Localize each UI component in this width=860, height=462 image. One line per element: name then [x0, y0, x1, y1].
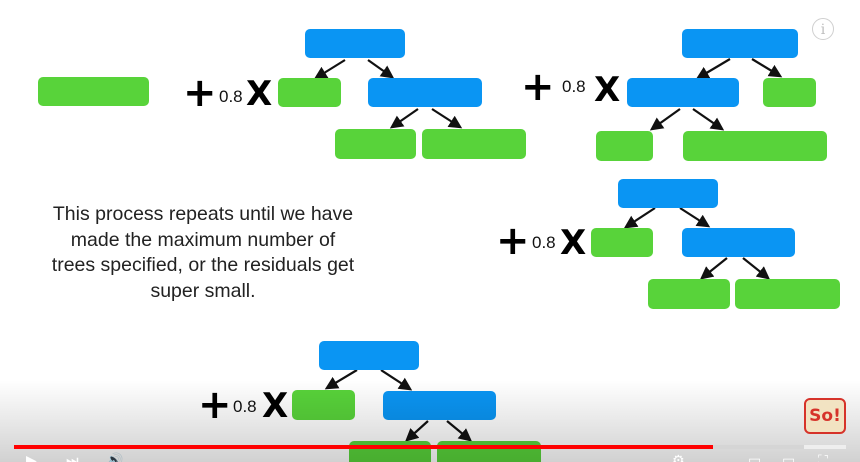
learning-rate: 0.8 — [233, 397, 257, 416]
fullscreen-icon[interactable]: ⛶ — [818, 453, 828, 462]
multiply-sign: X — [594, 70, 621, 110]
learning-rate: 0.8 — [219, 87, 243, 106]
tree-node — [383, 391, 496, 420]
initial-prediction-leaf — [38, 77, 149, 106]
tree-leaf — [596, 131, 653, 161]
settings-icon[interactable]: ⚙ — [672, 453, 685, 462]
volume-icon[interactable]: 🔊 — [106, 453, 124, 462]
tree-leaf — [683, 131, 827, 161]
tree-node — [627, 78, 739, 107]
caption-line: This process repeats until we have — [52, 203, 354, 225]
progress-buffered — [712, 445, 805, 449]
multiply-sign: X — [262, 386, 289, 426]
next-icon[interactable]: ⏭ — [66, 453, 79, 462]
player-controls: ▶ ⏭ 🔊 ⚙ ▭ ▭ ⛶ — [0, 452, 860, 462]
theater-icon[interactable]: ▭ — [782, 453, 796, 462]
learning-rate: 0.8 — [532, 233, 556, 252]
tree-root — [682, 29, 798, 58]
progress-bar[interactable] — [14, 445, 846, 449]
tree-leaf — [335, 129, 416, 159]
tree-leaf — [648, 279, 730, 309]
tree-root — [305, 29, 405, 58]
learning-rate: 0.8 — [562, 77, 586, 96]
tree-leaf — [735, 279, 840, 309]
tree-leaf — [278, 78, 341, 107]
multiply-sign: X — [246, 74, 273, 114]
caption-line: made the maximum number of — [70, 228, 336, 251]
multiply-sign: X — [560, 223, 587, 263]
plus-sign: + — [496, 218, 530, 264]
plus-sign: + — [183, 70, 217, 116]
tree-leaf — [422, 129, 526, 159]
caption-line: super small. — [150, 279, 256, 302]
progress-played — [14, 445, 713, 449]
miniplayer-icon[interactable]: ▭ — [748, 453, 762, 462]
tree-node — [368, 78, 482, 107]
channel-logo[interactable]: So! — [804, 398, 846, 434]
play-icon[interactable]: ▶ — [26, 453, 37, 462]
explanation-text: This process repeats until we have made … — [28, 202, 378, 304]
info-icon[interactable]: i — [812, 18, 834, 40]
plus-sign: + — [198, 382, 232, 428]
tree-root — [618, 179, 718, 208]
tree-leaf — [292, 390, 355, 420]
tree-leaf — [591, 228, 653, 257]
tree-node — [682, 228, 795, 257]
caption-line: trees specified, or the residuals get — [51, 254, 355, 276]
plus-sign: + — [521, 64, 555, 110]
tree-root — [319, 341, 419, 370]
tree-leaf — [763, 78, 816, 107]
